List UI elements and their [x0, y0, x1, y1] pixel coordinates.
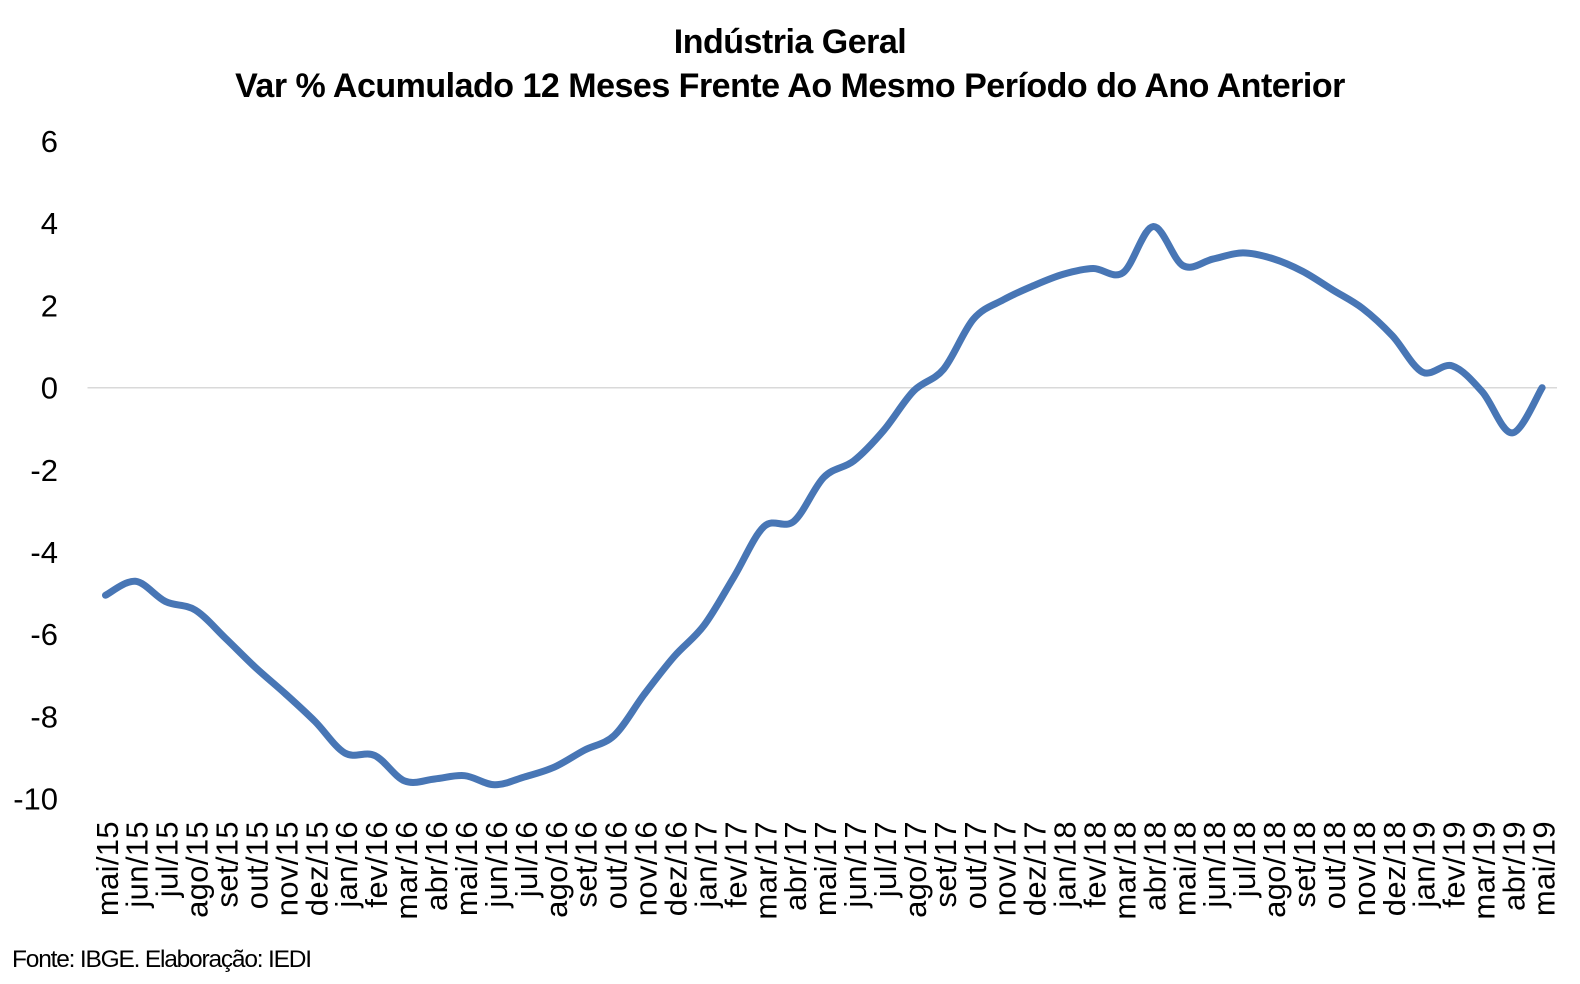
svg-text:out/16: out/16 [599, 821, 634, 909]
svg-text:abr/16: abr/16 [419, 821, 454, 911]
svg-text:ago/15: ago/15 [180, 821, 215, 918]
svg-text:2: 2 [41, 288, 58, 323]
svg-text:6: 6 [41, 124, 58, 159]
svg-text:Indústria Geral: Indústria Geral [674, 23, 906, 61]
svg-text:jul/17: jul/17 [868, 821, 903, 898]
svg-text:dez/18: dez/18 [1377, 821, 1412, 916]
svg-text:set/16: set/16 [569, 821, 604, 908]
svg-text:nov/17: nov/17 [988, 821, 1023, 916]
svg-text:abr/17: abr/17 [778, 821, 813, 911]
svg-text:fev/19: fev/19 [1437, 821, 1472, 908]
svg-text:ago/16: ago/16 [539, 821, 574, 918]
svg-text:jan/19: jan/19 [1407, 821, 1442, 909]
svg-text:nov/16: nov/16 [629, 821, 664, 916]
svg-text:-10: -10 [13, 782, 58, 817]
svg-text:jan/17: jan/17 [688, 821, 723, 909]
svg-text:-4: -4 [30, 535, 58, 570]
svg-text:mai/16: mai/16 [449, 821, 484, 916]
svg-text:mar/17: mar/17 [748, 821, 783, 920]
svg-text:jul/18: jul/18 [1227, 821, 1262, 898]
svg-text:mar/18: mar/18 [1107, 821, 1142, 920]
svg-text:set/15: set/15 [210, 821, 245, 908]
svg-text:mai/19: mai/19 [1526, 821, 1561, 916]
svg-text:mai/18: mai/18 [1167, 821, 1202, 916]
svg-text:out/18: out/18 [1317, 821, 1352, 909]
svg-text:jun/16: jun/16 [479, 821, 514, 909]
svg-text:dez/17: dez/17 [1018, 821, 1053, 916]
svg-text:fev/16: fev/16 [359, 821, 394, 908]
svg-text:fev/17: fev/17 [718, 821, 753, 908]
svg-text:out/17: out/17 [958, 821, 993, 909]
svg-text:-6: -6 [30, 617, 58, 652]
svg-text:set/18: set/18 [1287, 821, 1322, 908]
svg-text:set/17: set/17 [928, 821, 963, 908]
svg-text:abr/18: abr/18 [1137, 821, 1172, 911]
svg-text:abr/19: abr/19 [1497, 821, 1532, 911]
svg-text:mar/19: mar/19 [1467, 821, 1502, 920]
svg-text:jan/18: jan/18 [1048, 821, 1083, 909]
svg-text:jun/15: jun/15 [120, 821, 155, 909]
svg-text:-8: -8 [30, 699, 58, 734]
svg-text:ago/18: ago/18 [1257, 821, 1292, 918]
svg-text:Fonte: IBGE. Elaboração: IEDI: Fonte: IBGE. Elaboração: IEDI [12, 946, 311, 973]
svg-text:nov/18: nov/18 [1347, 821, 1382, 916]
svg-text:fev/18: fev/18 [1077, 821, 1112, 908]
svg-text:dez/16: dez/16 [658, 821, 693, 916]
svg-text:dez/15: dez/15 [299, 821, 334, 916]
svg-text:jul/16: jul/16 [509, 821, 544, 898]
svg-text:-2: -2 [30, 453, 58, 488]
svg-text:ago/17: ago/17 [898, 821, 933, 918]
svg-text:nov/15: nov/15 [269, 821, 304, 916]
svg-text:4: 4 [41, 206, 58, 241]
svg-text:jun/17: jun/17 [838, 821, 873, 909]
svg-text:mai/17: mai/17 [808, 821, 843, 916]
svg-text:mar/16: mar/16 [389, 821, 424, 920]
svg-text:out/15: out/15 [239, 821, 274, 909]
svg-text:jul/15: jul/15 [150, 821, 185, 898]
svg-text:mai/15: mai/15 [90, 821, 125, 916]
svg-text:jun/18: jun/18 [1197, 821, 1232, 909]
svg-text:Var % Acumulado 12 Meses Frent: Var % Acumulado 12 Meses Frente Ao Mesmo… [235, 67, 1345, 105]
svg-text:jan/16: jan/16 [329, 821, 364, 909]
svg-text:0: 0 [41, 371, 58, 406]
